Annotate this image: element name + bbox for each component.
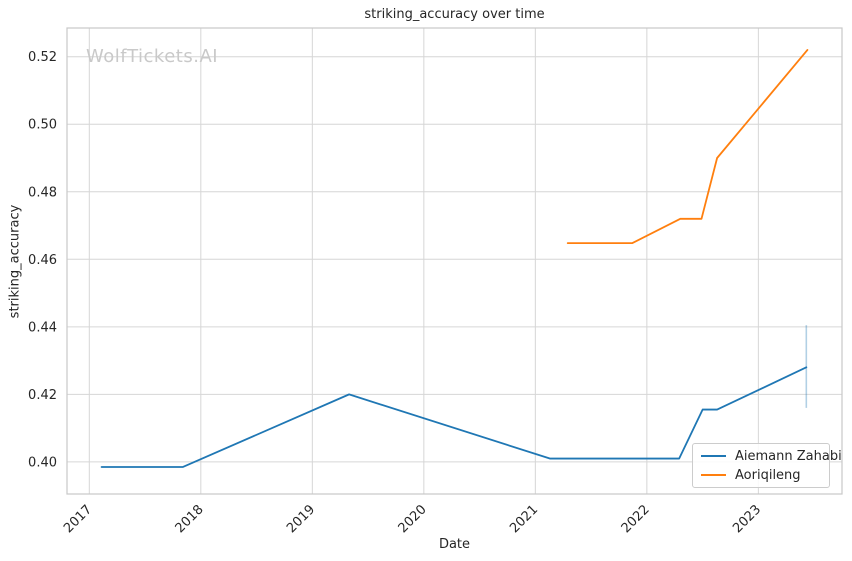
chart-title: striking_accuracy over time (364, 7, 545, 22)
watermark-text: WolfTickets.AI (86, 46, 219, 67)
x-tick-label-2023: 2023 (730, 502, 764, 536)
x-axis-label: Date (438, 537, 471, 552)
legend-line-swatch-blue (701, 455, 726, 457)
legend: Aiemann Zahabi Aoriqileng (692, 443, 842, 488)
x-tick-label-2022: 2022 (619, 502, 653, 536)
x-tick-label-2018: 2018 (173, 502, 207, 536)
plot-border (66, 27, 843, 495)
x-tick-label-2020: 2020 (396, 502, 430, 536)
x-tick-label-2019: 2019 (284, 502, 318, 536)
y-tick-label-0.40: 0.40 (28, 455, 57, 470)
legend-item-aoriqileng: Aoriqileng (701, 467, 821, 483)
legend-label: Aiemann Zahabi (735, 448, 842, 464)
y-tick-label-0.48: 0.48 (28, 185, 57, 200)
y-tick-label-0.46: 0.46 (28, 253, 57, 268)
x-tick-label-2021: 2021 (507, 502, 541, 536)
x-tick-label-2017: 2017 (61, 502, 95, 536)
legend-label: Aoriqileng (735, 467, 801, 483)
legend-line-swatch-orange (701, 474, 726, 476)
y-tick-label-0.50: 0.50 (28, 118, 57, 133)
y-tick-label-0.42: 0.42 (28, 388, 57, 403)
series-line-aiemann-zahabi (100, 366, 808, 468)
y-tick-label-0.52: 0.52 (28, 50, 57, 65)
y-tick-label-0.44: 0.44 (28, 320, 57, 335)
series-line-aoriqileng (566, 49, 809, 245)
legend-item-aiemann-zahabi: Aiemann Zahabi (701, 448, 842, 464)
